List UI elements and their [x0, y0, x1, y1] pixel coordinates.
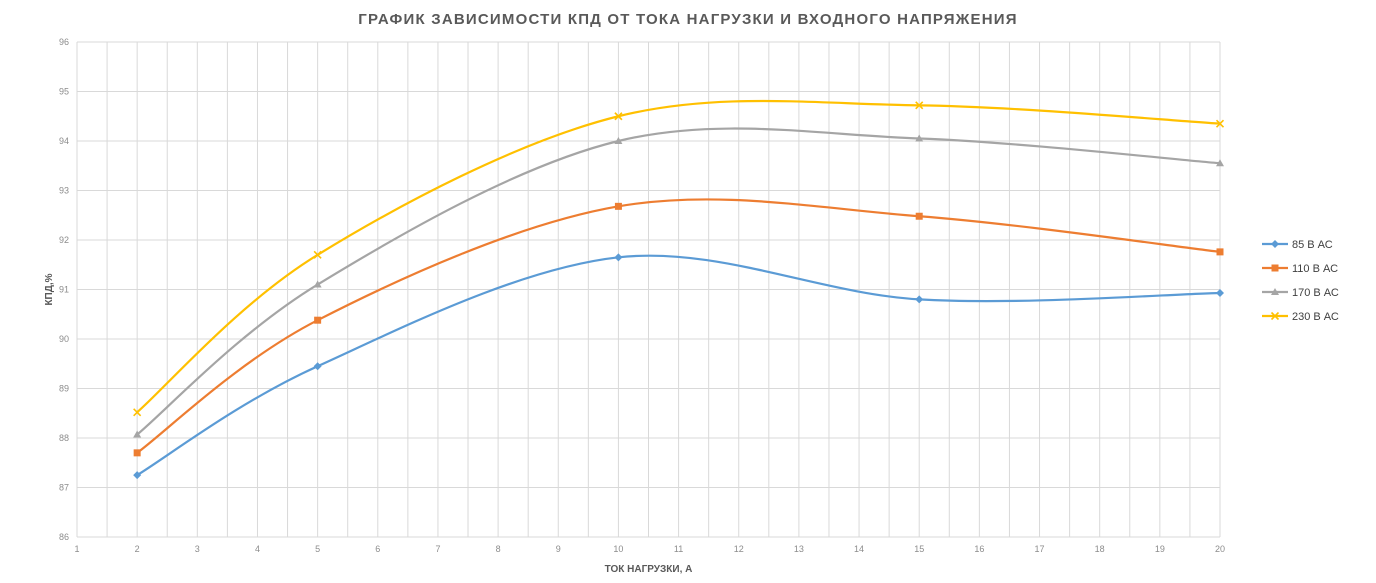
y-tick-label: 88: [59, 433, 69, 443]
x-tick-label: 8: [496, 544, 501, 554]
data-point: [314, 316, 322, 324]
y-tick-label: 94: [59, 136, 69, 146]
x-tick-label: 17: [1035, 544, 1045, 554]
y-tick-label: 93: [59, 186, 69, 196]
series-2: [133, 198, 1224, 457]
legend-label: 85 В АС: [1292, 239, 1333, 251]
data-point: [133, 408, 142, 417]
data-point: [614, 112, 623, 121]
x-tick-label: 3: [195, 544, 200, 554]
x-tick-label: 9: [556, 544, 561, 554]
grid-layer: [76, 41, 1221, 538]
y-tick-label: 86: [59, 532, 69, 542]
x-tick-label: 20: [1215, 544, 1225, 554]
data-point: [313, 362, 322, 371]
marker-stroke: [614, 112, 623, 121]
data-point: [1215, 119, 1225, 128]
legend-marker: [1271, 264, 1279, 272]
x-axis-title: ТОК НАГРУЗКИ, А: [605, 564, 693, 575]
legend-item: 110 В АС: [1262, 263, 1338, 275]
x-tick-label: 12: [734, 544, 744, 554]
data-point: [1216, 288, 1224, 297]
data-point: [133, 430, 142, 438]
series-1: [133, 253, 1224, 480]
y-axis-title: КПД,%: [44, 273, 55, 305]
data-point: [133, 449, 141, 457]
x-tick-label: 7: [435, 544, 440, 554]
series-4: [133, 99, 1225, 417]
marker-stroke: [1270, 311, 1280, 321]
legend-label: 230 В АС: [1292, 311, 1339, 323]
x-tick-label: 11: [674, 544, 683, 554]
legend-item: 230 В АС: [1262, 311, 1339, 323]
chart-title: ГРАФИК ЗАВИСИМОСТИ КПД ОТ ТОКА НАГРУЗКИ …: [358, 11, 1018, 28]
x-tick-label: 19: [1155, 544, 1165, 554]
legend-item: 85 В АС: [1262, 239, 1333, 251]
x-tick-label: 15: [914, 544, 924, 554]
marker-stroke: [915, 101, 924, 110]
data-point: [313, 250, 322, 259]
marker-stroke: [133, 408, 142, 417]
data-point: [915, 295, 924, 304]
marker-stroke: [313, 250, 322, 259]
y-tick-label: 89: [59, 384, 69, 394]
legend-marker: [1270, 311, 1280, 321]
x-tick-label: 14: [854, 544, 864, 554]
data-point: [133, 471, 142, 480]
y-tick-label: 92: [59, 235, 69, 245]
x-tick-label: 6: [375, 544, 380, 554]
data-point: [915, 134, 924, 142]
legend: 85 В АС 110 В АС 170 В АС 230 В АС: [1262, 239, 1339, 323]
x-tick-label: 10: [613, 544, 623, 554]
data-point: [614, 253, 623, 262]
data-point: [915, 101, 924, 110]
y-tick-label: 95: [59, 87, 69, 97]
x-tick-label: 5: [315, 544, 320, 554]
x-tick-label: 13: [794, 544, 804, 554]
marker-stroke: [1215, 119, 1225, 128]
legend-label: 110 В АС: [1292, 263, 1338, 275]
legend-marker: [1271, 240, 1279, 248]
data-point: [915, 212, 923, 220]
x-tick-label: 2: [135, 544, 140, 554]
data-point: [1216, 159, 1224, 167]
legend-item: 170 В АС: [1262, 287, 1339, 299]
y-tick-label: 90: [59, 334, 69, 344]
legend-label: 170 В АС: [1292, 287, 1339, 299]
series-3: [133, 127, 1224, 438]
y-tick-label: 96: [59, 37, 69, 47]
series-layer: [133, 99, 1225, 480]
data-point: [614, 137, 623, 144]
x-tick-label: 16: [974, 544, 984, 554]
x-tick-label: 1: [74, 544, 79, 554]
y-tick-label: 91: [59, 285, 69, 295]
data-point: [1216, 248, 1224, 256]
data-point: [614, 202, 622, 210]
legend-marker: [1271, 288, 1279, 295]
y-tick-label: 87: [59, 483, 69, 493]
x-tick-label: 18: [1095, 544, 1105, 554]
data-point: [313, 280, 322, 288]
x-tick-label: 4: [255, 544, 260, 554]
